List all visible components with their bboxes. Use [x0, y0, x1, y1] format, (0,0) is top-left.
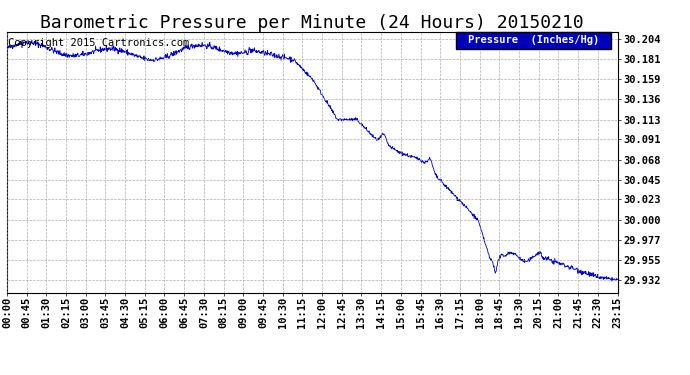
Text: Copyright 2015 Cartronics.com: Copyright 2015 Cartronics.com [8, 38, 189, 48]
Title: Barometric Pressure per Minute (24 Hours) 20150210: Barometric Pressure per Minute (24 Hours… [40, 14, 584, 32]
FancyBboxPatch shape [455, 32, 611, 49]
Text: Pressure  (Inches/Hg): Pressure (Inches/Hg) [468, 35, 599, 45]
